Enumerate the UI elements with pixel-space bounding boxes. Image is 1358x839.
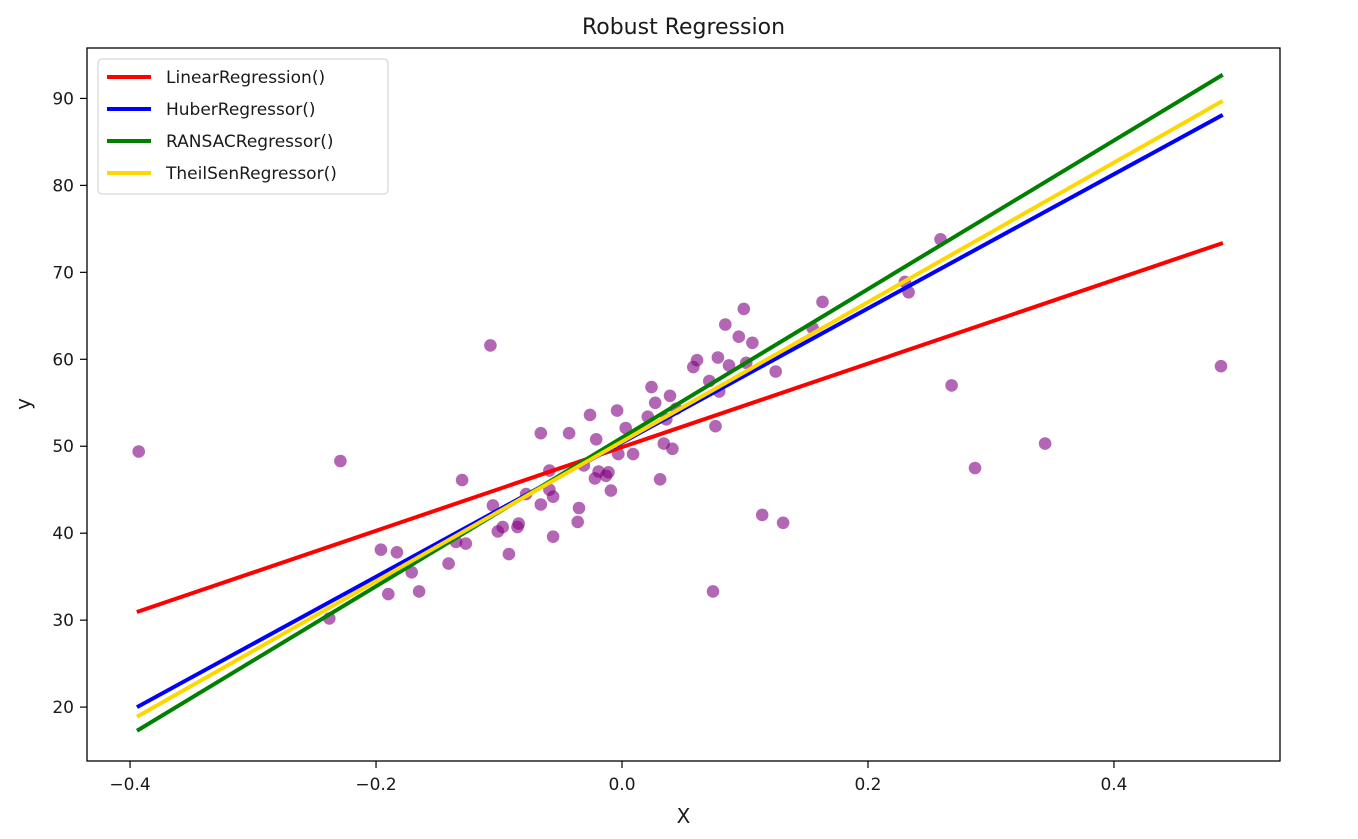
scatter-point [1214,359,1228,373]
y-tick-label: 90 [52,89,74,109]
scatter-point [405,566,419,579]
scatter-point [459,537,473,550]
y-tick-label: 30 [52,611,74,631]
scatter-point [666,442,679,456]
x-tick-label: 0.2 [854,775,881,795]
scatter-point [571,515,584,529]
scatter-point [572,501,586,515]
scatter-point [546,490,560,504]
x-axis-label: X [677,804,691,828]
y-axis-label: y [11,398,35,410]
scatter-point [706,585,720,598]
scatter-point [816,295,829,309]
scatter-point [534,498,548,511]
scatter-point [626,447,640,461]
legend-label: RANSACRegressor() [166,132,334,152]
y-tick-label: 50 [52,437,74,457]
scatter-point [732,330,746,344]
scatter-point [746,336,759,350]
scatter-point [546,530,560,543]
scatter-point [484,339,497,352]
scatter-point [968,461,982,475]
regression-line [136,241,1224,614]
scatter-point [334,454,347,468]
scatter-point [496,520,510,534]
y-tick-label: 20 [52,698,74,718]
scatter-point [719,318,732,331]
legend-label: HuberRegressor() [166,100,316,120]
scatter-point [769,365,782,378]
axis-ticks: −0.4 −0.2 0.0 0.2 0.4 20 30 40 50 60 70 80 90 [52,89,1127,795]
scatter-point [512,517,525,530]
legend: LinearRegression() HuberRegressor() RANSAC… [97,58,389,195]
scatter-point [588,472,602,485]
scatter-point [390,546,404,559]
scatter-point [709,419,722,433]
plot-area [132,73,1228,733]
scatter-point [755,508,769,522]
scatter-point [776,516,790,530]
x-tick-label: 0.4 [1100,775,1127,795]
scatter-point [1038,437,1052,450]
scatter-point [604,484,618,497]
scatter-point [382,587,395,601]
scatter-point [663,389,677,403]
y-tick-label: 70 [52,263,74,283]
scatter-point [589,433,603,446]
scatter-point [132,445,145,458]
scatter-point [599,469,613,483]
y-tick-label: 80 [52,176,74,196]
scatter-point [486,499,500,512]
scatter-point [645,380,658,394]
legend-label: TheilSenRegressor() [165,164,337,184]
scatter-point [562,426,576,440]
scatter-point [583,408,597,422]
chart-title: Robust Regression [582,15,785,40]
regression-line [135,99,1224,719]
scatter-point [442,557,455,570]
scatter-point [653,473,667,486]
legend-label: LinearRegression() [166,68,325,88]
y-tick-label: 60 [52,350,74,370]
x-tick-label: −0.2 [355,775,396,795]
scatter-point [610,404,624,417]
scatter-point [502,547,516,561]
scatter-point [412,585,426,598]
scatter-point [374,543,388,556]
x-tick-label: 0.0 [608,775,635,795]
scatter-point [945,379,958,392]
regression-line [135,73,1224,733]
scatter-point [455,473,469,487]
y-tick-label: 40 [52,524,74,544]
scatter-point [690,353,704,367]
scatter-point [722,359,736,372]
scatter-point [534,426,548,440]
x-tick-label: −0.4 [109,775,150,795]
scatter-point [711,351,725,364]
legend-box [97,58,389,195]
plot-frame [86,47,1281,762]
scatter-point [619,421,632,435]
scatter-point [648,396,662,410]
scatter-point [737,302,751,316]
